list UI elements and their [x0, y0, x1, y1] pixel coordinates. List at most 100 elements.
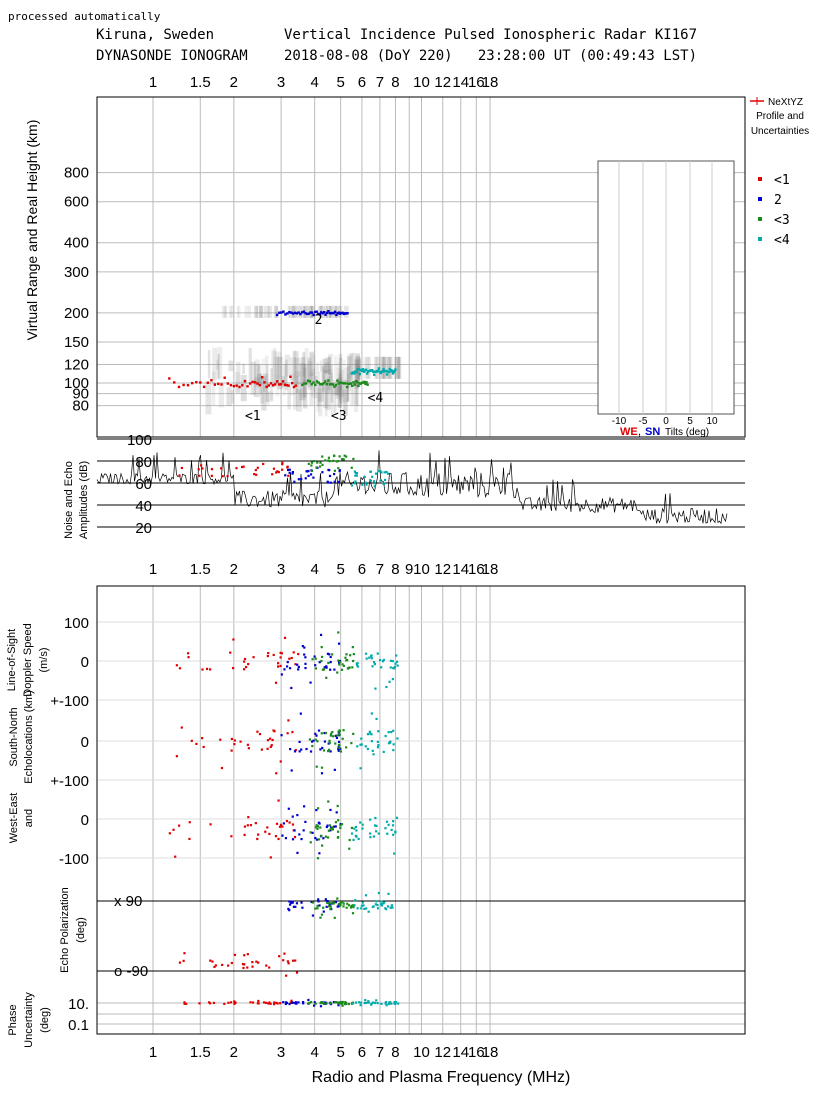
phase-point: [297, 1001, 300, 1004]
amp-point: [340, 458, 344, 461]
sn-point: [366, 733, 370, 736]
phase-point: [292, 1001, 295, 1004]
echo-blob: [323, 358, 328, 373]
we-point: [316, 857, 320, 860]
we-point: [350, 832, 354, 835]
doppler-point: [374, 687, 377, 690]
amp-frame: [97, 438, 745, 549]
sn-point: [260, 748, 263, 751]
we-point: [385, 820, 389, 823]
sn-point: [269, 745, 272, 748]
echo-blob: [317, 388, 323, 417]
amp-point: [337, 467, 340, 470]
echo-blob: [334, 355, 338, 379]
phase-point: [212, 1001, 216, 1005]
phase-point: [198, 1002, 201, 1005]
echo-blob: [205, 381, 212, 415]
amp-point: [354, 474, 357, 477]
sn-point: [377, 744, 380, 747]
doppler-point: [352, 659, 355, 663]
freq-tick-top: 18: [482, 74, 499, 91]
trace-point: [263, 381, 266, 384]
polarization-x-point: [334, 901, 338, 904]
echo-blob: [301, 387, 307, 398]
we-point: [327, 829, 330, 832]
amp-point: [297, 478, 300, 481]
doppler-point: [187, 652, 190, 655]
polarization-o-point: [178, 961, 182, 964]
we-point: [230, 835, 233, 838]
legend-label: 2: [774, 193, 782, 208]
amp-point: [316, 461, 319, 464]
echo-blob: [315, 362, 319, 373]
sn-point: [320, 766, 324, 769]
sn-point: [220, 766, 224, 770]
echo-blob: [263, 373, 269, 393]
sn-point: [279, 760, 282, 763]
echo-blob-f2: [224, 305, 227, 318]
we-point: [264, 830, 267, 833]
amp-point: [306, 470, 309, 473]
echo-blob: [304, 364, 310, 383]
sn-point: [345, 746, 348, 749]
polarization-x-point: [294, 905, 297, 908]
freq-tick-top: 5: [337, 74, 345, 91]
echo-blob: [284, 354, 291, 377]
phase-point: [227, 1001, 230, 1004]
amp-point: [254, 468, 257, 472]
sn-point: [289, 747, 292, 751]
we-point: [348, 838, 351, 842]
amp-point: [310, 464, 313, 467]
sn-point: [368, 730, 371, 733]
amp-point: [369, 479, 372, 482]
sn-point: [396, 737, 399, 740]
echo-blob-f2: [295, 305, 299, 318]
sn-point: [293, 750, 297, 753]
freq-tick-top: 4: [310, 74, 318, 91]
echo-blob: [338, 353, 343, 385]
trace-point: [349, 382, 353, 385]
phase-point: [267, 1002, 270, 1005]
echo-blob: [336, 377, 341, 399]
polarization-x-point: [290, 901, 293, 905]
sn-point: [291, 730, 294, 734]
polarization-o-point: [230, 961, 233, 965]
echo-blob: [254, 359, 260, 388]
amp-point: [288, 468, 291, 471]
doppler-point: [345, 653, 348, 656]
polarization-x-point: [374, 903, 377, 906]
freq-tick-mid: 12: [434, 561, 451, 578]
echo-blob: [343, 360, 346, 387]
doppler-point: [385, 685, 388, 689]
echo-blob: [309, 351, 315, 377]
amp-point: [365, 483, 368, 486]
polarization-x-point: [317, 898, 320, 901]
trace-point: [226, 382, 230, 385]
sn-point: [337, 749, 340, 752]
echo-blob: [299, 387, 305, 406]
trace-point: [322, 382, 325, 385]
sn-point: [298, 740, 301, 743]
sn-point: [370, 740, 373, 743]
trace-point: [195, 380, 198, 384]
sn-point: [270, 744, 273, 747]
sn-point: [268, 737, 272, 740]
echo-blob-f2: [267, 305, 270, 318]
echo-blob: [236, 361, 241, 394]
sn-point: [352, 732, 355, 735]
we-point: [315, 808, 318, 812]
echo-blob: [336, 377, 343, 397]
sn-point: [359, 743, 362, 746]
echo-blob: [352, 381, 357, 405]
sn-point: [319, 748, 322, 751]
doppler-point: [314, 657, 317, 660]
freq-tick-top: 1.5: [190, 74, 211, 91]
polarization-x-point: [380, 904, 383, 907]
polarization-o-point: [183, 952, 186, 955]
echo-blob-f2: [258, 305, 263, 318]
polarization-x-point: [361, 901, 364, 904]
amp-point: [333, 469, 337, 472]
doppler-point: [296, 663, 299, 666]
doppler-point: [252, 656, 255, 659]
we-point: [296, 813, 299, 817]
